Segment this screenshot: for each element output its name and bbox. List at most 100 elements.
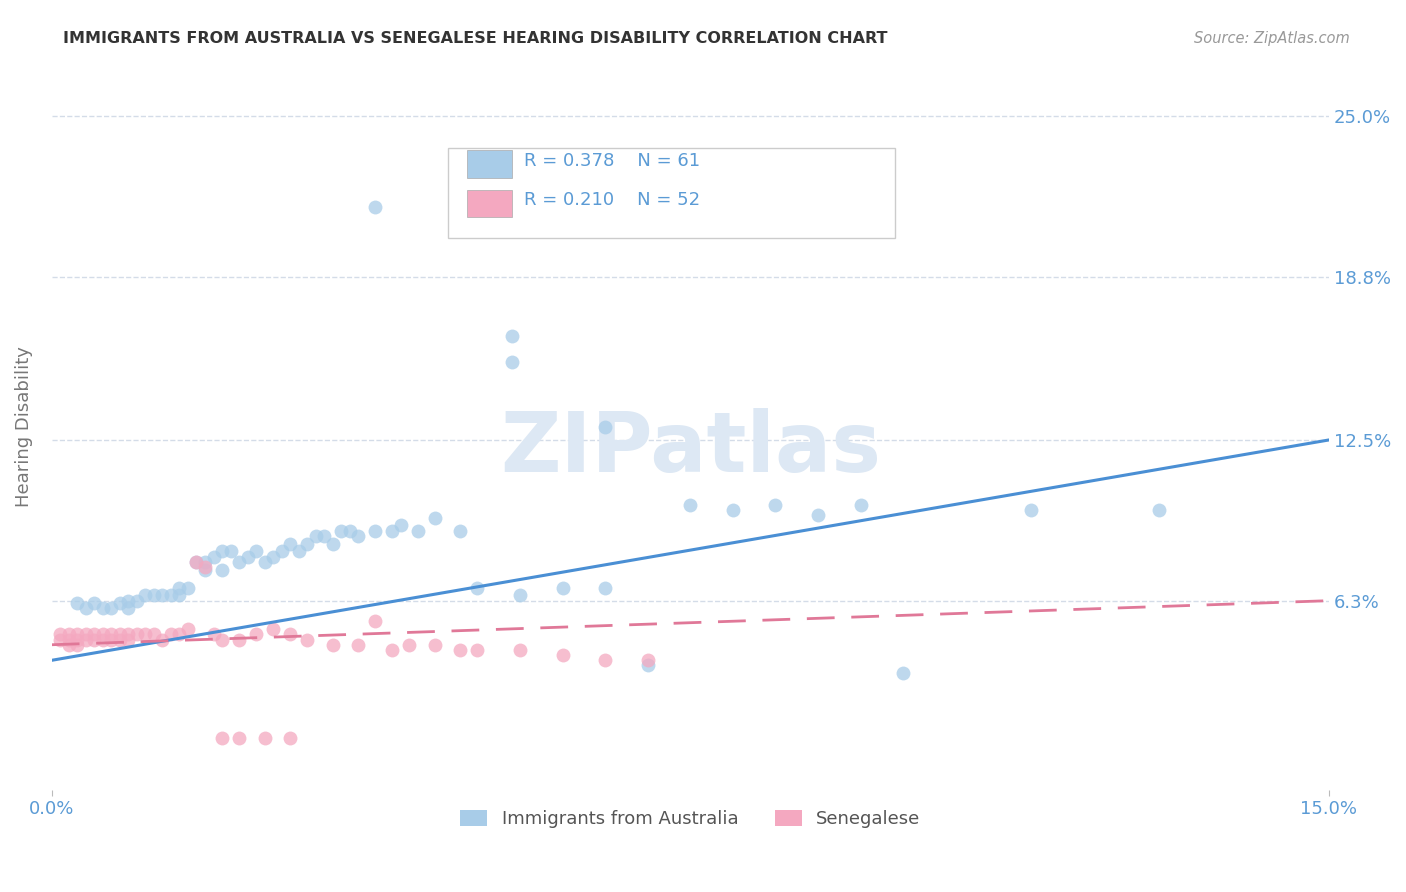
Point bbox=[117, 632, 139, 647]
Point bbox=[142, 589, 165, 603]
Point bbox=[169, 589, 191, 603]
Point bbox=[83, 627, 105, 641]
Point bbox=[509, 643, 531, 657]
Point bbox=[295, 536, 318, 550]
Point bbox=[66, 627, 89, 641]
Point bbox=[501, 355, 523, 369]
Point bbox=[177, 581, 200, 595]
Bar bbox=[467, 151, 512, 178]
Text: ZIPatlas: ZIPatlas bbox=[499, 409, 880, 490]
Point bbox=[125, 593, 148, 607]
Point bbox=[551, 648, 574, 662]
Point bbox=[278, 536, 301, 550]
Point bbox=[108, 627, 131, 641]
Point bbox=[449, 643, 471, 657]
Point bbox=[322, 536, 344, 550]
Point bbox=[160, 627, 183, 641]
Point bbox=[330, 524, 353, 538]
Point bbox=[83, 632, 105, 647]
Point bbox=[75, 601, 97, 615]
Point bbox=[58, 638, 80, 652]
Point bbox=[253, 731, 276, 745]
Point bbox=[501, 329, 523, 343]
Point bbox=[381, 524, 404, 538]
Point bbox=[593, 420, 616, 434]
Point bbox=[322, 638, 344, 652]
Point bbox=[389, 518, 412, 533]
Point bbox=[253, 555, 276, 569]
Point bbox=[169, 581, 191, 595]
Point bbox=[398, 638, 420, 652]
Point bbox=[679, 498, 702, 512]
Point bbox=[637, 658, 659, 673]
Point bbox=[593, 653, 616, 667]
Point bbox=[177, 622, 200, 636]
Point bbox=[262, 549, 284, 564]
Point bbox=[100, 601, 122, 615]
Point bbox=[245, 627, 267, 641]
Point bbox=[891, 666, 914, 681]
Point bbox=[287, 544, 309, 558]
Point bbox=[211, 632, 233, 647]
Point bbox=[117, 627, 139, 641]
Point bbox=[295, 632, 318, 647]
Point bbox=[509, 589, 531, 603]
Point bbox=[278, 731, 301, 745]
Point bbox=[406, 524, 429, 538]
Point bbox=[194, 560, 217, 574]
Point bbox=[364, 524, 387, 538]
Point bbox=[83, 596, 105, 610]
Point bbox=[449, 524, 471, 538]
Point bbox=[262, 622, 284, 636]
Bar bbox=[467, 190, 512, 218]
Point bbox=[108, 596, 131, 610]
Point bbox=[245, 544, 267, 558]
Legend: Immigrants from Australia, Senegalese: Immigrants from Australia, Senegalese bbox=[453, 803, 928, 835]
Point bbox=[160, 589, 183, 603]
Text: Source: ZipAtlas.com: Source: ZipAtlas.com bbox=[1194, 31, 1350, 46]
Point bbox=[186, 555, 208, 569]
Point bbox=[1019, 503, 1042, 517]
Point bbox=[211, 544, 233, 558]
Point bbox=[75, 627, 97, 641]
Point bbox=[117, 601, 139, 615]
Point bbox=[278, 627, 301, 641]
Point bbox=[186, 555, 208, 569]
Point bbox=[169, 627, 191, 641]
Point bbox=[765, 498, 787, 512]
Point bbox=[91, 627, 114, 641]
Point bbox=[467, 581, 489, 595]
Point bbox=[194, 555, 217, 569]
Point bbox=[347, 529, 370, 543]
Point bbox=[100, 627, 122, 641]
Point bbox=[117, 593, 139, 607]
Point bbox=[66, 632, 89, 647]
Point bbox=[228, 731, 250, 745]
Point bbox=[305, 529, 328, 543]
Point bbox=[364, 615, 387, 629]
Point bbox=[75, 632, 97, 647]
Point bbox=[228, 555, 250, 569]
Point bbox=[125, 627, 148, 641]
Point bbox=[637, 653, 659, 667]
Point bbox=[211, 563, 233, 577]
Point bbox=[467, 643, 489, 657]
Point bbox=[202, 549, 225, 564]
Point bbox=[108, 632, 131, 647]
Point bbox=[270, 544, 292, 558]
Point bbox=[211, 731, 233, 745]
Point bbox=[236, 549, 259, 564]
Point bbox=[152, 589, 174, 603]
Point bbox=[194, 563, 217, 577]
Point bbox=[58, 632, 80, 647]
Text: IMMIGRANTS FROM AUSTRALIA VS SENEGALESE HEARING DISABILITY CORRELATION CHART: IMMIGRANTS FROM AUSTRALIA VS SENEGALESE … bbox=[63, 31, 887, 46]
Text: R = 0.378    N = 61: R = 0.378 N = 61 bbox=[524, 152, 700, 169]
Point bbox=[58, 627, 80, 641]
Point bbox=[593, 581, 616, 595]
Point bbox=[66, 596, 89, 610]
Point bbox=[849, 498, 872, 512]
Point bbox=[381, 643, 404, 657]
Point bbox=[339, 524, 361, 538]
Point bbox=[314, 529, 336, 543]
Point bbox=[142, 627, 165, 641]
